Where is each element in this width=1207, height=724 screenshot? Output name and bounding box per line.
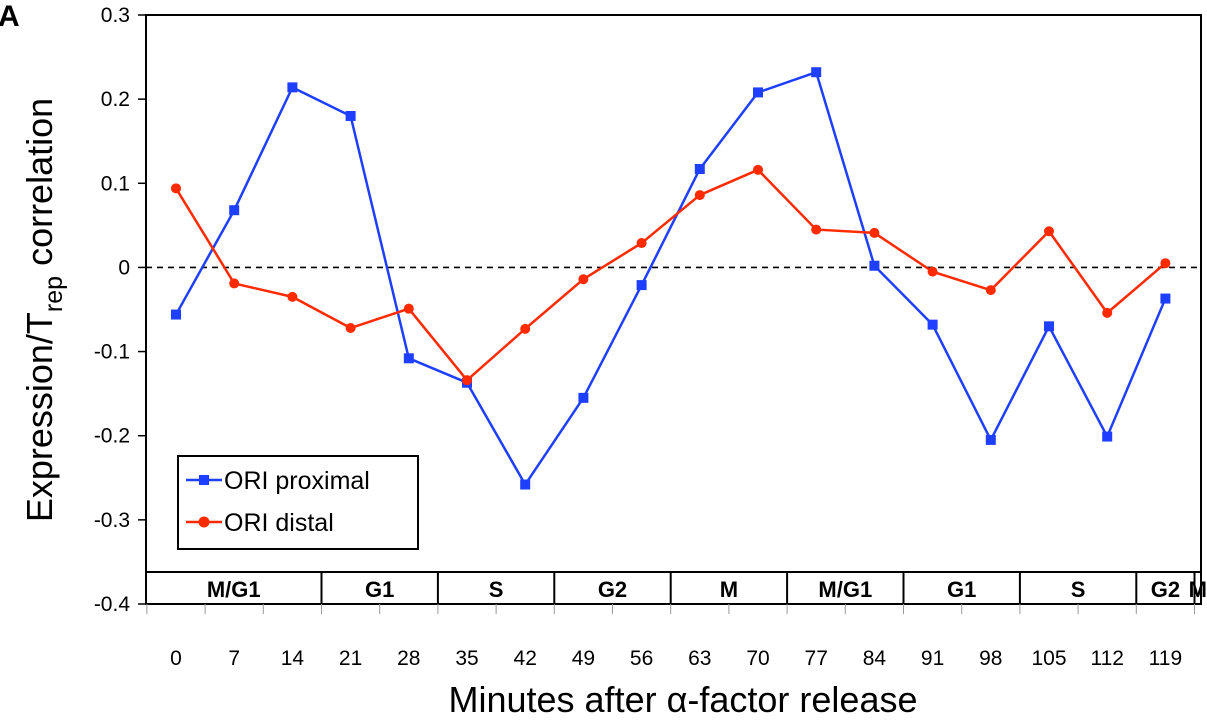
data-point-ori-distal [636, 238, 647, 249]
x-tick-label: 119 [1149, 647, 1182, 670]
x-tick-label: 84 [863, 647, 887, 670]
y-axis-title: Expression/Trep correlation [19, 98, 68, 522]
x-tick-label: 91 [921, 647, 944, 670]
phase-label: M/G1 [818, 577, 872, 602]
data-point-ori-distal [811, 224, 822, 235]
data-point-ori-distal [345, 323, 356, 334]
data-point-ori-proximal [578, 392, 589, 403]
data-point-ori-proximal [1102, 431, 1113, 442]
phase-label: G1 [365, 577, 394, 602]
y-axis: 0.3 0.2 0.1 0 -0.1 -0.2 -0.3 -0.4 [94, 4, 146, 616]
data-point-ori-proximal [811, 67, 822, 78]
x-tick-label: 21 [339, 647, 362, 670]
x-tick-label: 7 [228, 647, 240, 670]
phase-label: S [1071, 577, 1086, 602]
y-tick-label: -0.4 [94, 593, 131, 616]
phase-label: M/G1 [207, 577, 261, 602]
data-point-ori-distal [985, 285, 996, 296]
legend-label-distal: ORI distal [224, 509, 334, 537]
x-tick-label: 0 [170, 647, 182, 670]
legend: ORI proximal ORI distal [177, 455, 419, 550]
data-point-ori-distal [287, 291, 298, 302]
x-axis: 0 7 14 21 28 35 42 49 56 63 70 77 84 91 98 105 112 119 [146, 604, 1195, 670]
phase-label: M [720, 577, 738, 602]
legend-box [177, 455, 419, 550]
data-point-ori-distal [869, 227, 880, 238]
x-tick-label: 49 [572, 647, 595, 670]
y-tick-label: 0.2 [101, 88, 130, 111]
y-tick-label: -0.3 [94, 509, 130, 532]
x-tick-label: 35 [455, 647, 478, 670]
x-tick-label: 105 [1031, 647, 1066, 670]
data-point-ori-proximal [694, 163, 705, 174]
phase-label: G2 [1151, 577, 1180, 602]
x-tick-label: 14 [281, 647, 305, 670]
x-tick-label: 70 [746, 647, 769, 670]
data-point-ori-distal [927, 266, 938, 277]
data-point-ori-proximal [1160, 293, 1171, 304]
data-point-ori-distal [229, 278, 240, 289]
x-tick-label: 63 [688, 647, 711, 670]
data-point-ori-proximal [869, 260, 880, 271]
y-axis-title-subscript: rep [40, 276, 68, 312]
data-point-ori-proximal [985, 434, 996, 445]
data-point-ori-proximal [927, 319, 938, 330]
data-point-ori-proximal [636, 280, 647, 291]
data-point-ori-distal [403, 303, 414, 314]
data-point-ori-proximal [171, 309, 181, 320]
cell-cycle-phase-bar: M/G1 G1 S G2 M M/G1 G1 S G2 M [146, 571, 1207, 604]
data-point-ori-proximal [520, 479, 531, 490]
data-point-ori-distal [694, 190, 705, 201]
legend-circle-marker [198, 516, 210, 528]
data-point-ori-proximal [287, 82, 298, 93]
data-point-ori-proximal [229, 205, 240, 216]
x-tick-label: 112 [1090, 647, 1123, 670]
data-point-ori-distal [462, 375, 472, 386]
y-axis-title-tail: correlation [19, 98, 60, 276]
y-tick-label: -0.1 [94, 341, 130, 364]
series-line-ori-distal [174, 168, 1167, 382]
data-point-ori-distal [1160, 258, 1171, 269]
y-tick-label: 0.1 [101, 172, 130, 195]
series-line-ori-proximal [174, 70, 1167, 486]
y-tick-label: 0.3 [101, 4, 130, 27]
x-tick-label: 77 [805, 647, 828, 670]
x-tick-label: 28 [397, 647, 420, 670]
data-point-ori-distal [1044, 226, 1054, 237]
data-point-ori-distal [1102, 307, 1113, 318]
data-point-ori-distal [520, 323, 531, 334]
y-tick-label: -0.2 [94, 425, 130, 448]
y-axis-title-main: Expression/T [19, 312, 60, 522]
series-layer [171, 67, 1171, 490]
phase-label: S [489, 577, 504, 602]
x-tick-label: 56 [630, 647, 653, 670]
phase-label: G1 [947, 577, 976, 602]
data-point-ori-proximal [403, 353, 414, 364]
phase-label: G2 [598, 577, 627, 602]
data-point-ori-proximal [753, 87, 763, 98]
x-axis-title: Minutes after α-factor release [448, 679, 917, 720]
legend-label-proximal: ORI proximal [224, 467, 370, 495]
data-point-ori-proximal [345, 110, 356, 121]
x-tick-label: 98 [979, 647, 1002, 670]
data-point-ori-distal [578, 274, 589, 285]
legend-square-marker [199, 475, 209, 485]
plot-frame [145, 14, 1202, 605]
data-point-ori-distal [753, 164, 763, 175]
phase-label: M [1189, 577, 1207, 602]
data-point-ori-distal [171, 183, 181, 194]
y-tick-label: 0 [118, 256, 130, 279]
panel-letter: A [0, 0, 20, 33]
data-point-ori-proximal [1044, 321, 1054, 332]
x-tick-label: 42 [514, 647, 537, 670]
